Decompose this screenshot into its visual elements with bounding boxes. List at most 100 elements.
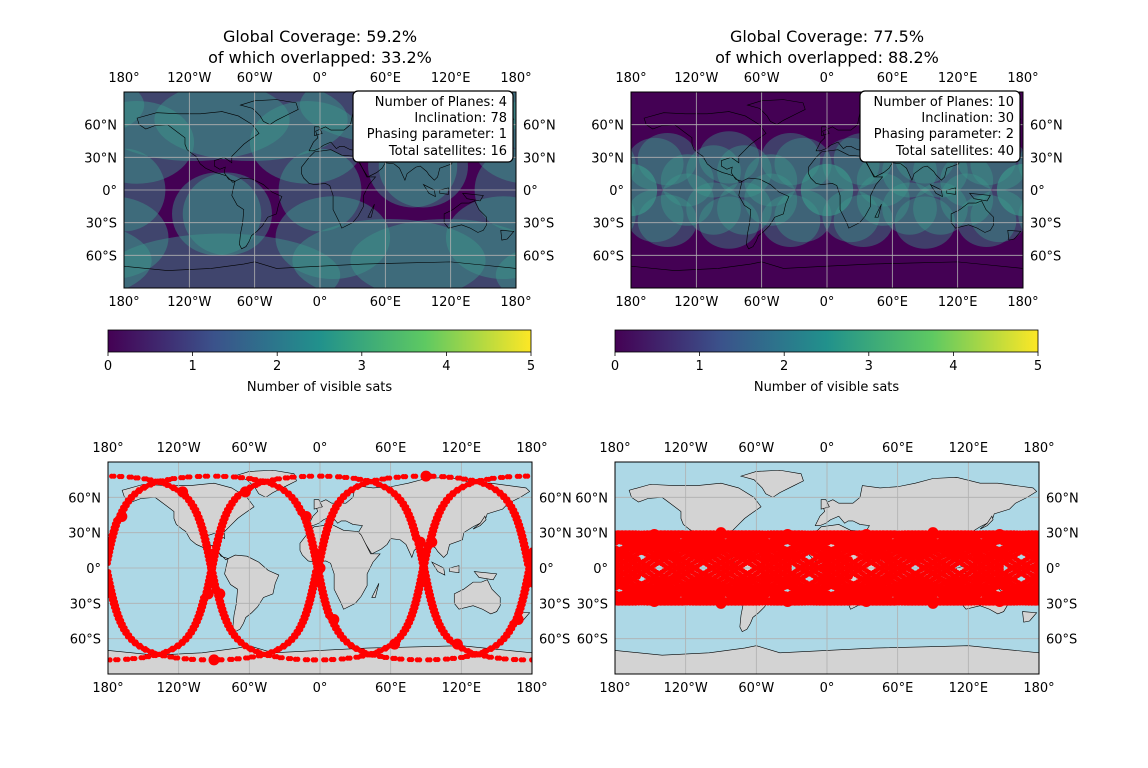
info-box-frame [859,90,1021,163]
ground-track-point [174,642,180,648]
info-inclination: Inclination: 78 [414,111,507,126]
coverage-footprint [774,189,832,243]
ground-track-point [205,473,211,479]
ground-track-point [309,473,315,479]
ground-track-point [310,657,316,663]
lon-tick-top: 120°W [167,71,211,86]
ground-track-point [507,474,513,480]
panel-top-left: Global Coverage: 59.2% of which overlapp… [0,27,556,395]
colorbar-tick-label: 4 [949,359,957,374]
ground-track-point [402,474,409,480]
lon-tick-bottom: 120°W [157,681,201,696]
ground-track-point [164,477,170,483]
lon-tick-bottom: 0° [313,681,328,696]
ground-track-point [343,640,349,646]
coverage-footprint [124,100,195,184]
info-box-frame [352,90,514,163]
lon-tick-bottom: 60°E [375,681,406,696]
info-planes: Number of Planes: 4 [375,95,507,110]
ground-track-point [182,635,188,641]
ground-track-point [278,485,284,491]
lon-tick-bottom: 60°E [877,295,908,310]
ground-track-point [453,643,459,649]
lat-tick-right: 0° [523,184,538,199]
ground-track-point [369,652,376,658]
panel-bottom-left: 180°180°120°W120°W60°W60°W0°0°60°E60°E12… [68,441,572,696]
ground-track-point [288,655,294,662]
ground-track-point [256,481,262,487]
coverage-footprint [822,189,880,243]
lat-tick-left: 30°S [70,597,101,612]
colorbar-tick-label: 0 [104,359,112,374]
coverage-footprint [856,173,910,226]
ground-track-point [290,637,296,643]
ground-track-point [143,483,150,490]
lat-tick-left: 30°S [593,217,624,232]
lon-tick-top: 180° [108,71,139,86]
coverage-footprint [833,194,894,248]
ground-track-point [392,655,398,661]
title-line2: of which overlapped: 88.2% [715,48,939,67]
lat-tick-left: 0° [609,184,624,199]
ground-track-point [143,654,150,660]
ground-track-point [292,656,298,662]
coverage-footprint [637,132,698,186]
ground-track-point [486,654,492,660]
ground-track-point [485,483,491,489]
coverage-footprint [445,196,516,280]
info-box: Number of Planes: 4 Inclination: 78 Phas… [352,90,514,163]
ground-track-point [184,496,190,502]
lon-tick-top: 180° [500,71,531,86]
lon-tick-bottom: 120°W [674,295,718,310]
ground-track-point [323,657,329,663]
ground-track-point [493,641,499,648]
lat-tick-left: 60°S [70,633,101,648]
coverage-footprint [0,125,76,208]
ground-track-point [496,655,503,661]
ground-track-point [379,476,385,482]
coverage-footprint [1078,145,1133,197]
ground-track-point [369,479,375,485]
ground-track-point [456,486,462,492]
lat-tick-right: 30°S [523,217,554,232]
lat-tick-right: 30°N [539,527,572,542]
lat-tick-left: 30°N [68,527,101,542]
ground-track-point [129,655,136,662]
panel-top-right: Global Coverage: 77.5% of which overlapp… [591,27,1133,395]
ground-track-point [439,474,445,480]
info-planes: Number of Planes: 10 [874,95,1015,110]
ground-track-point [228,630,234,636]
coverage-footprint [913,182,968,235]
ground-track-point [432,656,439,663]
ground-track-point [528,553,532,559]
ground-track-point [501,656,507,662]
ground-track-point [172,475,178,482]
ground-track-point [242,644,248,650]
ground-track-point [499,493,505,499]
coverage-footprint [292,219,486,288]
lon-tick-bottom: 180° [516,681,547,696]
coverage-footprint [182,172,272,256]
satellite-marker [512,614,524,626]
lat-tick-right: 60°S [1030,249,1061,264]
ground-track-point [230,633,237,639]
lat-tick-right: 60°N [1030,119,1063,134]
coverage-footprint [495,251,516,288]
ground-track-point [255,650,261,656]
ground-track-point [409,656,415,663]
ground-track-point [126,474,132,480]
coverage-footprint [0,219,94,302]
colorbar-gradient [107,329,532,353]
ground-track-point [317,473,323,479]
ground-track-point [396,656,403,662]
ground-track-point [497,638,503,644]
lon-tick-bottom: 120°W [167,295,211,310]
coverage-footprint [124,92,145,129]
info-phasing: Phasing parameter: 2 [874,127,1014,142]
ground-track-point [276,476,283,482]
ground-track-point [109,473,115,479]
ground-track-point [502,496,509,502]
ground-track-point [427,657,433,663]
coverage-footprint [744,154,798,207]
